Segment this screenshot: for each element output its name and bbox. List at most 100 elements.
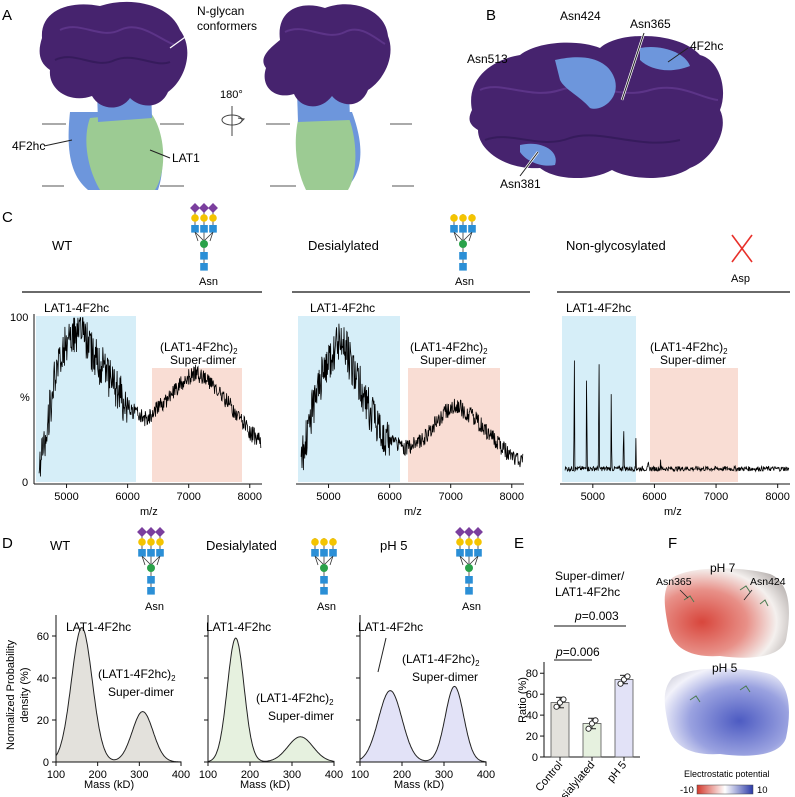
- x-tick-label: 8000: [765, 491, 789, 503]
- x-tick-label: 5000: [54, 491, 78, 503]
- d-monomer-ph5: LAT1-4F2hc: [358, 620, 423, 634]
- x-tick-label: 300: [435, 769, 453, 781]
- glcnac-icon: [147, 587, 155, 595]
- panel-letter-f: F: [668, 535, 677, 552]
- c-y-top: 100: [10, 312, 28, 324]
- data-point: [585, 725, 592, 732]
- spectrum-desialylated: [296, 316, 524, 485]
- d-xlabel-ph5: Mass (kD): [394, 779, 444, 791]
- sialic-acid-icon: [199, 203, 209, 213]
- d-asn-wt: Asn: [145, 601, 164, 613]
- label-asn513-b: Asn513: [467, 52, 508, 66]
- electrostatic-colorbar: [696, 784, 754, 795]
- glcnac-icon: [450, 225, 458, 233]
- glcnac-icon: [459, 252, 467, 260]
- d-header-ph5: pH 5: [380, 538, 407, 553]
- data-point: [553, 703, 560, 710]
- f-legend-min: -10: [680, 785, 694, 796]
- c-header-desialylated: Desialylated: [308, 238, 379, 253]
- glcnac-icon: [320, 549, 328, 557]
- panel-letter-c: C: [2, 209, 13, 226]
- c-header-nonglycosylated: Non-glycosylated: [566, 238, 666, 253]
- galactose-icon: [456, 538, 464, 546]
- d-superdimer-desialylated: Super-dimer: [268, 709, 334, 723]
- panel-b-structure: [469, 35, 724, 179]
- structure-front: [39, 1, 188, 190]
- c-monomer-desialylated: LAT1-4F2hc: [310, 301, 375, 315]
- glycan-icon-desialylated-c: [450, 214, 476, 271]
- c-xlabel-nonglycosylated: m/z: [664, 506, 682, 518]
- density-curve: [207, 637, 335, 763]
- glcnac-icon: [320, 587, 328, 595]
- galactose-icon: [450, 214, 458, 222]
- c-monomer-nonglycosylated: LAT1-4F2hc: [566, 301, 631, 315]
- d-ylabel-line-2: density (%): [19, 667, 31, 722]
- data-point: [592, 717, 599, 724]
- x-tick-label: 5000: [316, 491, 340, 503]
- glcnac-icon: [456, 549, 464, 557]
- sialic-acid-icon: [146, 527, 156, 537]
- surface-ph7: [664, 568, 789, 658]
- panel-letter-b: B: [486, 7, 496, 24]
- x-tick-label: 8000: [500, 491, 524, 503]
- x-tick-label: 8000: [238, 491, 262, 503]
- c-asn-desialylated: Asn: [455, 276, 474, 288]
- x-tick-label: 100: [351, 769, 369, 781]
- x-tick-label: 200: [393, 769, 411, 781]
- galactose-icon: [329, 538, 337, 546]
- y-tick-label: 60: [37, 631, 49, 643]
- label-lat1-a: LAT1: [172, 151, 200, 165]
- c-header-wt: WT: [52, 238, 72, 253]
- c-xlabel-wt: m/z: [140, 506, 158, 518]
- f-ph5: pH 5: [712, 661, 738, 675]
- glcnac-icon: [156, 549, 164, 557]
- x-tick-label: 6000: [642, 491, 666, 503]
- y-tick-label: 40: [37, 673, 49, 685]
- x-tick-label: 300: [130, 769, 148, 781]
- glycan-icon-sialylated-d-ph5: [455, 527, 483, 595]
- data-point: [617, 680, 624, 687]
- bar: [614, 679, 634, 758]
- sialic-acid-icon: [155, 527, 165, 537]
- glycan-icon-sialylated-d-wt: [137, 527, 165, 595]
- glcnac-icon: [320, 576, 328, 584]
- label-4f2hc-b: 4F2hc: [690, 39, 723, 53]
- mannose-icon: [465, 564, 473, 572]
- glcnac-icon: [329, 549, 337, 557]
- d-header-desialylated: Desialylated: [206, 538, 277, 553]
- glycan-icon-sialylated-c: [190, 203, 218, 271]
- sialic-acid-icon: [464, 527, 474, 537]
- e-title-line-1: Super-dimer/: [555, 569, 625, 583]
- x-tick-label: 100: [199, 769, 217, 781]
- glcnac-icon: [311, 549, 319, 557]
- f-ph7: pH 7: [710, 561, 736, 575]
- sialic-acid-icon: [137, 527, 147, 537]
- c-superdimer-nonglycosylated: Super-dimer: [660, 353, 726, 367]
- galactose-icon: [209, 214, 217, 222]
- density-plot-wt: 100 200 300 400 0 20 40 60: [37, 615, 190, 781]
- label-4f2hc-a: 4F2hc: [12, 139, 45, 153]
- x-tick-label: 400: [325, 769, 343, 781]
- glcnac-icon: [459, 263, 467, 271]
- d-dimer-wt: (LAT1-4F2hc)2: [98, 667, 176, 683]
- panel-letter-e: E: [514, 535, 524, 552]
- density-plot-ph5: 100 200 300 400: [351, 615, 495, 781]
- density-curve: [55, 627, 182, 763]
- x-tick-label: 7000: [704, 491, 728, 503]
- galactose-icon: [459, 214, 467, 222]
- x-tick-label: 5000: [581, 491, 605, 503]
- y-tick-label: 0: [43, 757, 49, 769]
- e-title-line-2: LAT1-4F2hc: [555, 585, 620, 599]
- y-tick-label: 0: [532, 752, 538, 764]
- d-monomer-desialylated: LAT1-4F2hc: [206, 620, 271, 634]
- mannose-icon: [200, 240, 208, 248]
- galactose-icon: [465, 538, 473, 546]
- bar: [550, 702, 570, 758]
- d-asn-desialylated: Asn: [317, 601, 336, 613]
- d-ylabel-line-1: Normalized Probability: [5, 639, 17, 750]
- sialic-acid-icon: [208, 203, 218, 213]
- x-tick-label: 200: [88, 769, 106, 781]
- y-tick-label: 40: [526, 710, 538, 722]
- galactose-icon: [468, 214, 476, 222]
